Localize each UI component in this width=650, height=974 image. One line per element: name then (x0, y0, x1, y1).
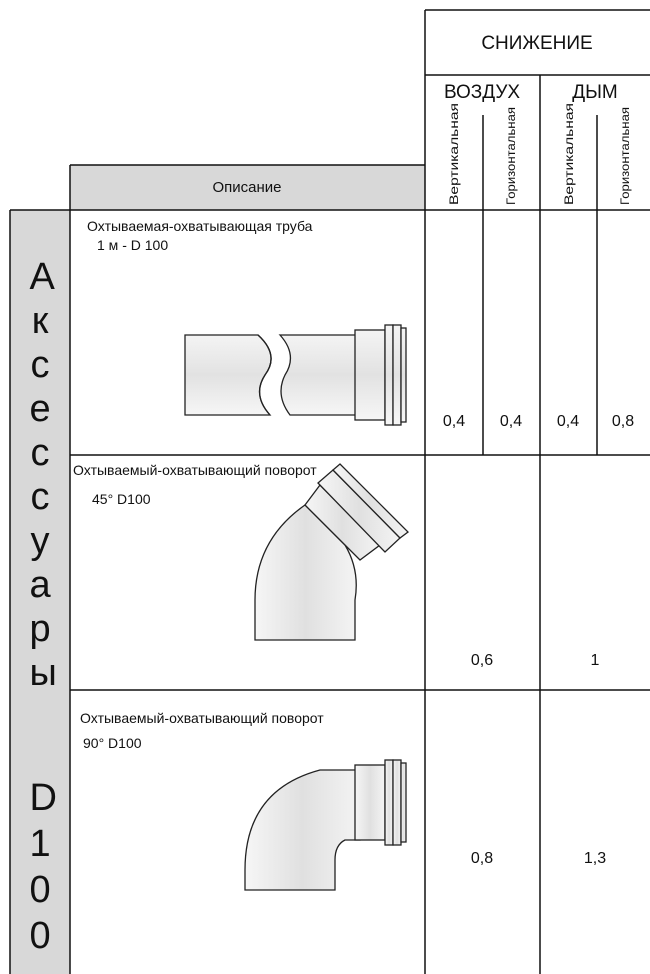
description-header: Описание (212, 179, 281, 196)
grid (9, 9, 650, 974)
value: 0,4 (557, 413, 579, 430)
group-label: ДЫМ (572, 82, 618, 103)
column-label: Вертикальная (562, 103, 576, 205)
row-title: Охтываемый-охватывающий поворот (73, 462, 317, 478)
header-bg (70, 165, 425, 210)
group-label: ВОЗДУХ (444, 82, 520, 103)
column-label: Горизонтальная (618, 107, 632, 205)
value: 0,8 (471, 850, 493, 867)
row-subtitle: 1 м - D 100 (97, 237, 168, 253)
value: 1,3 (584, 850, 606, 867)
row-subtitle: 45° D100 (92, 491, 151, 507)
value: 0,8 (612, 413, 634, 430)
elbow-90 (244, 759, 407, 891)
elbow-45 (254, 463, 409, 641)
value: 0,4 (500, 413, 522, 430)
column-label: Вертикальная (447, 103, 461, 205)
value: 0,4 (443, 413, 465, 430)
side-bg (10, 210, 70, 974)
row-subtitle: 90° D100 (83, 735, 142, 751)
value: 0,6 (471, 652, 493, 669)
title: СНИЖЕНИЕ (481, 33, 592, 54)
side-text: Аксессуары (29, 256, 57, 694)
value: 1 (591, 652, 600, 669)
side-size: D100 (10, 775, 70, 959)
side-text: D100 (29, 777, 57, 957)
row-title: Охтываемая-охватывающая труба (87, 218, 313, 234)
row-title: Охтываемый-охватывающий поворот (80, 710, 324, 726)
column-label: Горизонтальная (504, 107, 518, 205)
pipe-straight (184, 324, 407, 426)
side-category: Аксессуары (10, 255, 70, 695)
